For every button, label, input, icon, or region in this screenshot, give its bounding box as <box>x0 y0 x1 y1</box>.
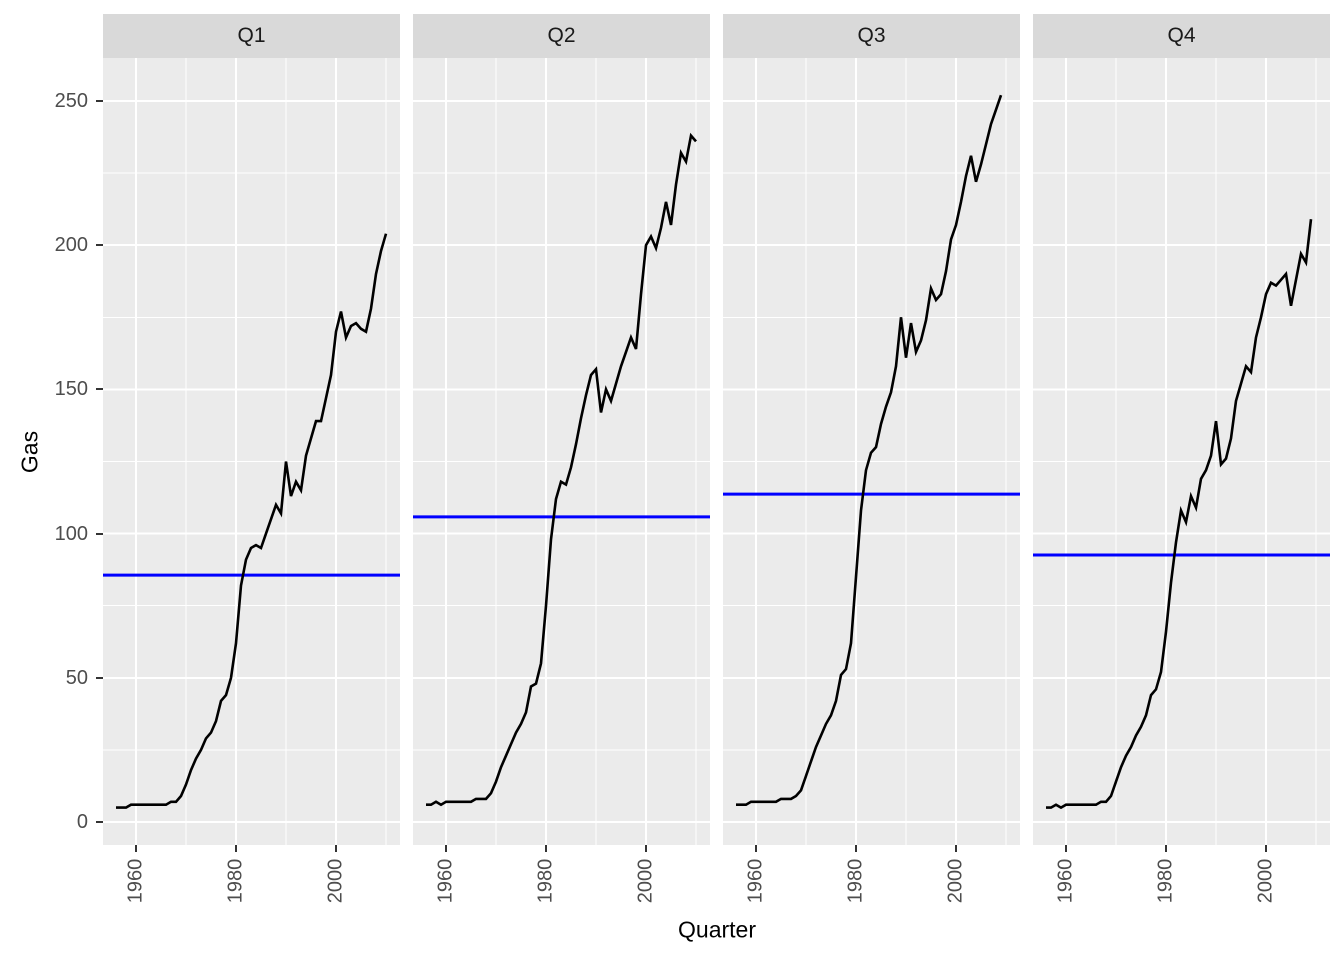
x-tick-label: 1980 <box>534 858 557 904</box>
x-tick-mark <box>445 845 447 852</box>
facet-label: Q4 <box>1167 24 1196 47</box>
gas-production-line <box>116 233 388 809</box>
x-tick-label: 1980 <box>844 858 867 904</box>
y-tick-label: 200 <box>54 234 88 257</box>
facet-label: Q2 <box>547 24 576 47</box>
y-tick-label: 150 <box>54 378 88 401</box>
x-tick-mark <box>1165 845 1167 852</box>
facet-strip: Q2 <box>413 14 710 58</box>
facet-label: Q3 <box>857 24 886 47</box>
x-tick-label: 1960 <box>434 858 457 904</box>
y-tick-label: 250 <box>54 90 88 112</box>
y-tick-mark <box>96 821 103 823</box>
x-tick-mark <box>855 845 857 852</box>
gas-production-line <box>1046 219 1313 810</box>
x-tick-label: 2000 <box>1254 858 1277 904</box>
gas-production-line <box>736 94 1003 807</box>
facet-strip: Q1 <box>103 14 400 58</box>
x-tick-mark <box>135 845 137 852</box>
y-tick-mark <box>96 244 103 247</box>
x-tick-label: 2000 <box>634 858 657 904</box>
y-tick-label: 50 <box>65 666 88 689</box>
facet-strip: Q4 <box>1033 14 1330 58</box>
x-tick-mark <box>235 845 237 852</box>
facet-panel <box>1033 58 1330 845</box>
x-tick-label: 1960 <box>1054 858 1077 904</box>
panel-background <box>1033 58 1330 845</box>
x-tick-mark <box>955 845 957 852</box>
y-axis-title: Gas <box>16 430 43 474</box>
x-tick-mark <box>335 845 337 852</box>
facet-label: Q1 <box>237 24 266 47</box>
panel-background <box>103 58 400 845</box>
gas-production-line <box>426 132 697 807</box>
x-tick-mark <box>545 845 547 852</box>
x-tick-mark <box>1065 845 1067 852</box>
facet-panel <box>723 58 1020 845</box>
x-tick-label: 2000 <box>324 858 347 904</box>
x-axis-title: Quarter <box>678 916 756 943</box>
y-tick-mark <box>96 532 103 535</box>
x-tick-label: 1980 <box>224 858 247 904</box>
y-tick-mark <box>96 676 103 679</box>
panel-background <box>413 58 710 845</box>
x-tick-label: 1960 <box>744 858 767 904</box>
facet-strip: Q3 <box>723 14 1020 58</box>
x-tick-label: 1960 <box>124 858 147 904</box>
x-tick-mark <box>1265 845 1267 852</box>
y-tick-mark <box>96 100 103 102</box>
y-tick-label: 0 <box>76 811 88 833</box>
y-tick-mark <box>96 388 103 391</box>
x-tick-mark <box>755 845 757 852</box>
x-tick-label: 2000 <box>944 858 967 904</box>
x-tick-label: 1980 <box>1154 858 1177 904</box>
x-tick-mark <box>645 845 647 852</box>
facet-panel <box>413 58 710 845</box>
y-tick-label: 100 <box>54 522 88 545</box>
facet-panel <box>103 58 400 845</box>
